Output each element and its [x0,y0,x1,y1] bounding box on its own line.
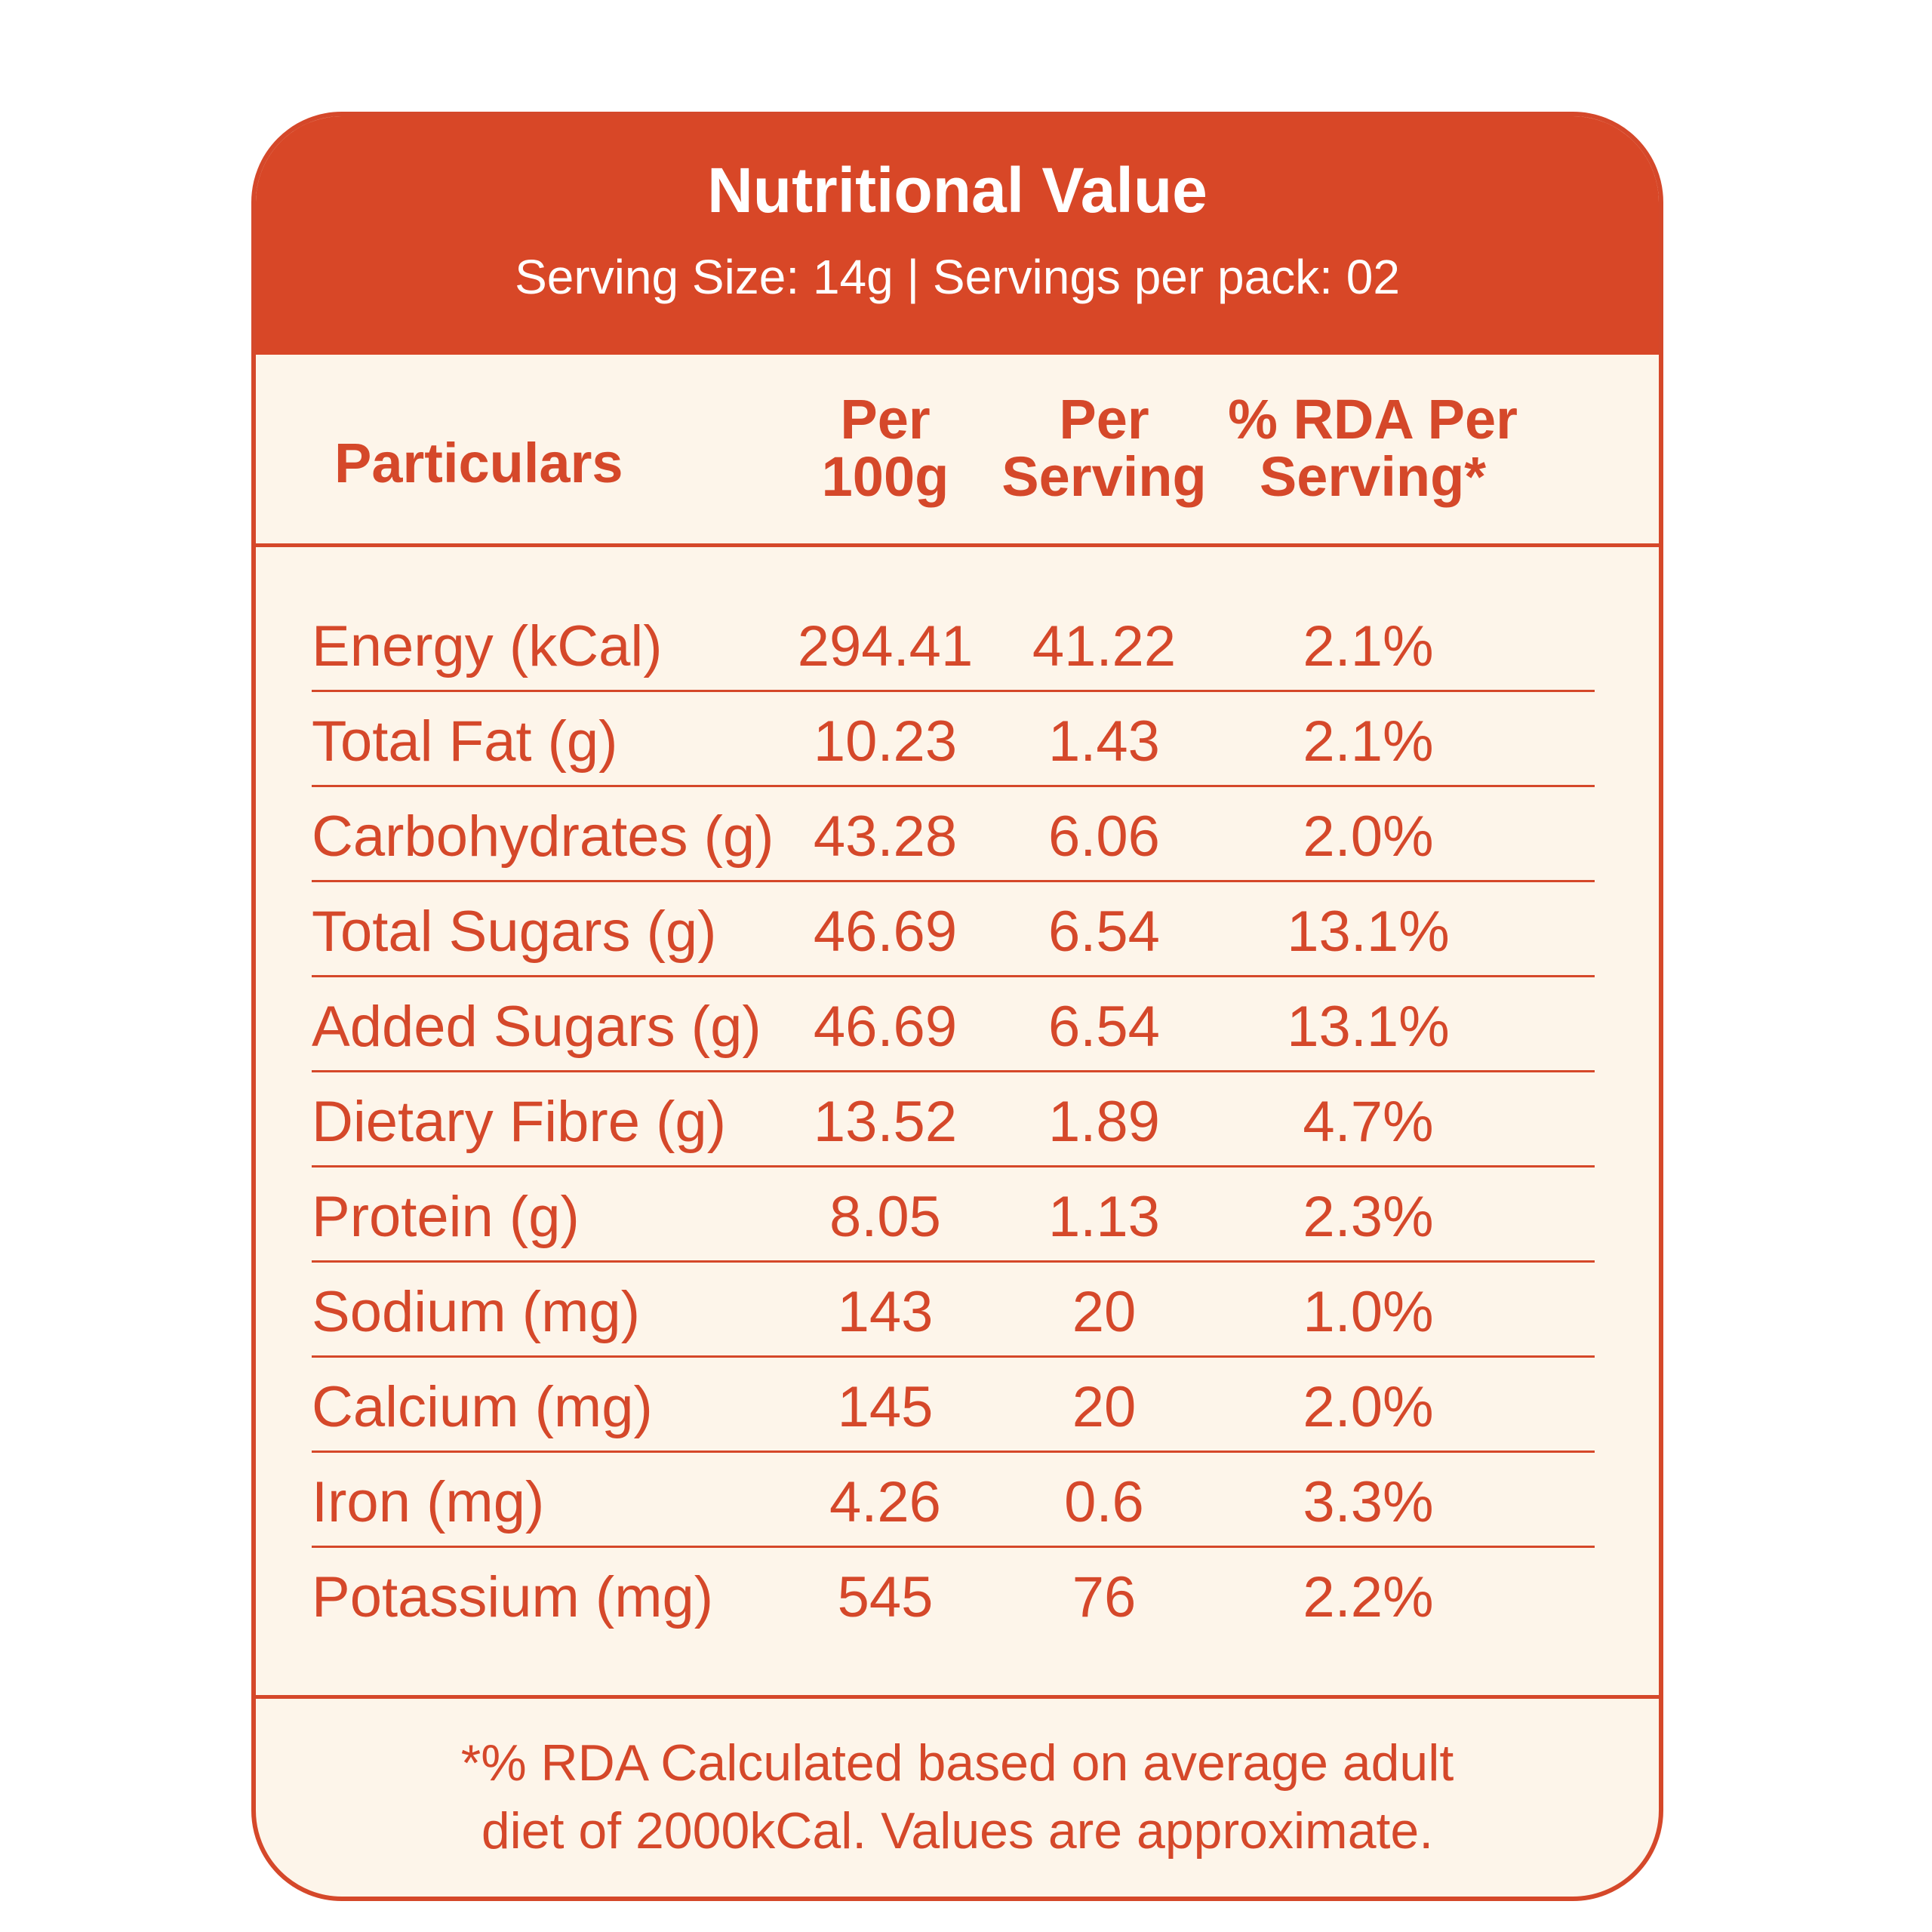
per-100g-value: 143 [837,1280,934,1344]
per-100g-value: 46.69 [813,995,958,1059]
rda-value: 1.0% [1303,1280,1434,1344]
col-rda-l2: Serving* [1259,445,1487,508]
nutrient-name: Energy (kCal) [312,614,663,678]
per-100g-value: 294.41 [797,614,974,678]
col-per-serving: Per Serving [991,391,1217,506]
col-per-serving-l1: Per [1059,388,1149,451]
row-divider [312,880,1595,882]
footnote-line-1: *% RDA Calculated based on average adult [460,1734,1454,1792]
per-serving-value: 41.22 [1032,614,1177,678]
table-row: Potassium (mg) 545 76 2.2% [312,1548,1595,1643]
row-divider [312,785,1595,787]
rda-value: 4.7% [1303,1090,1434,1154]
per-100g-value: 43.28 [813,804,958,869]
per-serving-value: 6.54 [1048,900,1160,964]
nutrient-name: Sodium (mg) [312,1280,640,1344]
col-rda-l1: % RDA Per [1228,388,1518,451]
serving-info: Serving Size: 14g | Servings per pack: 0… [515,250,1400,304]
table-row: Carbohydrates (g) 43.28 6.06 2.0% [312,787,1595,882]
nutrient-name: Added Sugars (g) [312,995,761,1059]
rda-value: 2.2% [1303,1565,1434,1629]
rda-value: 2.0% [1303,1375,1434,1439]
nutrient-name: Potassium (mg) [312,1565,714,1629]
table-row: Energy (kCal) 294.41 41.22 2.1% [312,597,1595,692]
per-serving-value: 1.43 [1048,709,1160,774]
rda-value: 13.1% [1287,995,1450,1059]
nutrient-name: Carbohydrates (g) [312,804,774,869]
per-serving-value: 1.13 [1048,1185,1160,1249]
nutrient-name: Iron (mg) [312,1470,545,1534]
table-row: Dietary Fibre (g) 13.52 1.89 4.7% [312,1072,1595,1168]
per-100g-value: 545 [837,1565,934,1629]
per-serving-value: 20 [1072,1280,1137,1344]
nutrient-name: Dietary Fibre (g) [312,1090,726,1154]
table-row: Protein (g) 8.05 1.13 2.3% [312,1168,1595,1263]
per-100g-value: 10.23 [813,709,958,774]
rda-value: 2.0% [1303,804,1434,869]
per-serving-value: 20 [1072,1375,1137,1439]
nutrient-name: Total Sugars (g) [312,900,717,964]
table-row: Iron (mg) 4.26 0.6 3.3% [312,1453,1595,1548]
table-row: Calcium (mg) 145 20 2.0% [312,1358,1595,1453]
col-per-100g-l2: 100g [821,445,949,508]
row-divider [312,1451,1595,1453]
col-per-100g-l1: Per [840,388,931,451]
header-divider [256,543,1659,547]
nutrition-card: Nutritional Value Serving Size: 14g | Se… [251,112,1663,1901]
per-serving-value: 76 [1072,1565,1137,1629]
nutrient-name: Protein (g) [312,1185,580,1249]
rda-value: 2.1% [1303,614,1434,678]
col-per-serving-l2: Serving [1001,445,1207,508]
rda-value: 13.1% [1287,900,1450,964]
row-divider [312,975,1595,977]
col-rda: % RDA Per Serving* [1222,391,1524,506]
per-serving-value: 6.06 [1048,804,1160,869]
title: Nutritional Value [707,155,1208,226]
per-serving-value: 6.54 [1048,995,1160,1059]
per-100g-value: 8.05 [829,1185,941,1249]
per-100g-value: 4.26 [829,1470,941,1534]
per-100g-value: 13.52 [813,1090,958,1154]
nutrient-name: Total Fat (g) [312,709,618,774]
table-row: Added Sugars (g) 46.69 6.54 13.1% [312,977,1595,1072]
col-per-100g: Per 100g [795,391,976,506]
per-serving-value: 0.6 [1064,1470,1144,1534]
footnote: *% RDA Calculated based on average adult… [256,1729,1659,1865]
per-serving-value: 1.89 [1048,1090,1160,1154]
rda-value: 2.1% [1303,709,1434,774]
per-100g-value: 145 [837,1375,934,1439]
table-row: Total Sugars (g) 46.69 6.54 13.1% [312,882,1595,977]
footer-divider [256,1695,1659,1699]
table-row: Total Fat (g) 10.23 1.43 2.1% [312,692,1595,787]
row-divider [312,1070,1595,1072]
per-100g-value: 46.69 [813,900,958,964]
row-divider [312,1260,1595,1263]
row-divider [312,1165,1595,1168]
row-divider [312,1355,1595,1358]
row-divider [312,1546,1595,1548]
table-row: Sodium (mg) 143 20 1.0% [312,1263,1595,1358]
footnote-line-2: diet of 2000kCal. Values are approximate… [481,1802,1434,1860]
header-band: Nutritional Value Serving Size: 14g | Se… [256,116,1659,355]
row-divider [312,690,1595,692]
col-particulars: Particulars [334,432,623,494]
rda-value: 3.3% [1303,1470,1434,1534]
rda-value: 2.3% [1303,1185,1434,1249]
nutrient-name: Calcium (mg) [312,1375,653,1439]
